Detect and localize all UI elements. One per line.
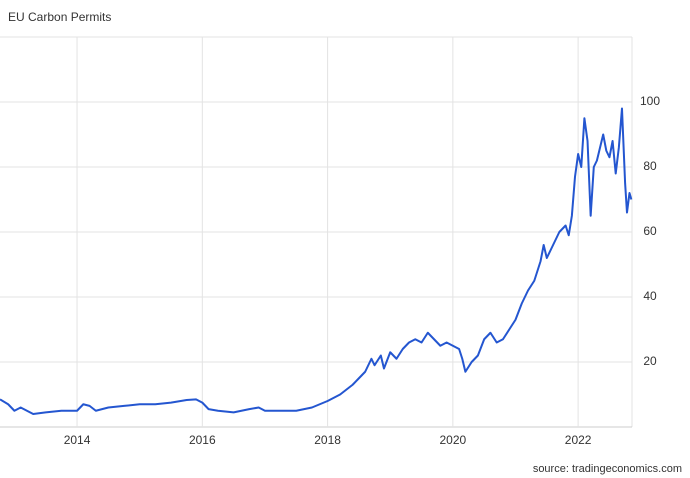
y-tick-label: 20 [643, 354, 657, 368]
x-tick-label: 2014 [64, 433, 91, 447]
x-tick-label: 2020 [440, 433, 467, 447]
y-tick-label: 40 [643, 289, 657, 303]
x-tick-label: 2016 [189, 433, 216, 447]
y-tick-label: 60 [643, 224, 657, 238]
x-tick-label: 2022 [565, 433, 592, 447]
source-note: source: tradingeconomics.com [533, 463, 682, 475]
line-series [0, 107, 633, 415]
y-tick-label: 100 [640, 94, 660, 108]
x-tick-label: 2018 [314, 433, 341, 447]
chart-title: EU Carbon Permits [8, 10, 111, 24]
y-tick-label: 80 [643, 159, 657, 173]
